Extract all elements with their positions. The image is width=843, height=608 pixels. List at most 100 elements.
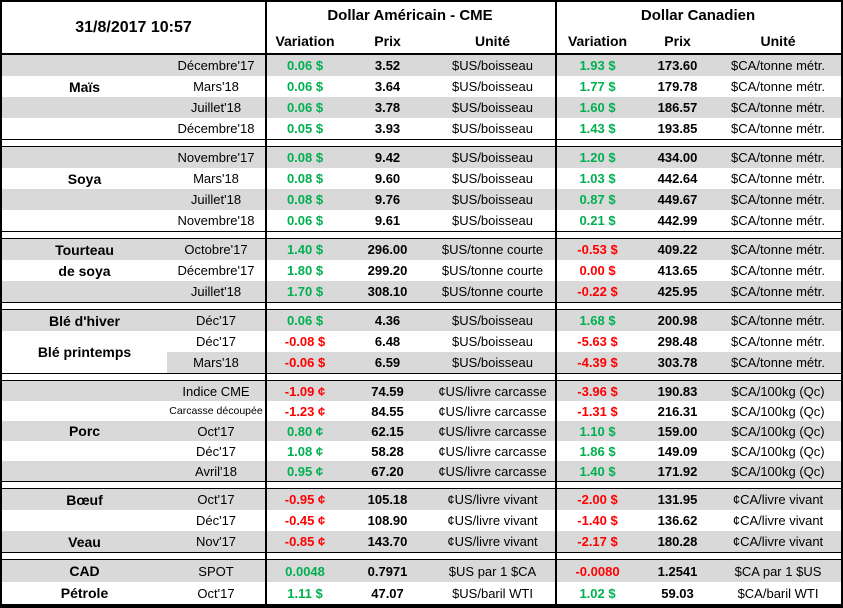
us-unit: $US/boisseau — [452, 79, 533, 94]
contract-month: Carcasse découpée — [169, 405, 263, 417]
us-unit: $US/boisseau — [430, 97, 556, 118]
ca-price: 449.67 — [640, 189, 716, 210]
ca-variation: -2.00 $ — [555, 488, 641, 510]
table-row: Indice CME -1.09 ¢ 74.59 ¢US/livre carcasse… — [2, 380, 842, 401]
ca-variation: -0.53 $ — [555, 238, 641, 260]
ca-variation: 0.21 $ — [579, 213, 616, 228]
contract-month: Oct'17 — [167, 488, 266, 510]
commodity-label: Tourteau — [2, 238, 167, 260]
table-row: Tourteau Octobre'17 1.40 $296.00 $US/tonne … — [2, 238, 842, 260]
commodity-label — [2, 281, 167, 303]
ca-unit: $CA/tonne métr. — [731, 213, 825, 228]
table-row: Déc'17 -0.45 ¢ 108.90 ¢US/livre vivant -1.40… — [2, 510, 841, 531]
table-row: Bœuf Oct'17 -0.95 ¢ 105.18 ¢US/livre vivant -… — [2, 488, 842, 510]
ca-unit: $CA/tonne métr. — [731, 79, 825, 94]
ca-price: 186.57 — [640, 97, 716, 118]
ca-variation: -1.40 $ — [577, 513, 618, 528]
group-divider-us — [265, 2, 267, 604]
ca-price: 442.64 — [657, 171, 698, 186]
ca-unit: ¢CA/livre vivant — [715, 531, 842, 553]
table-row: Juillet'18 0.08 $9.76 $US/boisseau 0.87 $44… — [2, 189, 842, 210]
us-variation: 0.06 $ — [265, 97, 346, 118]
ca-unit: $CA/100kg (Qc) — [715, 461, 842, 482]
us-price: 84.55 — [371, 403, 404, 419]
us-variation: -1.23 ¢ — [284, 403, 326, 419]
ca-variation: 1.02 $ — [579, 585, 616, 601]
table-header: 31/8/2017 10:57 Dollar Américain - CME D… — [2, 2, 842, 55]
contract-month: Déc'17 — [167, 309, 266, 331]
ca-variation: 1.40 $ — [555, 461, 641, 482]
table-row: Avril'18 0.95 ¢ 67.20 ¢US/livre carcasse 1.4… — [2, 461, 842, 482]
ca-unit: $CA/tonne métr. — [715, 352, 842, 374]
us-variation: 0.05 $ — [286, 121, 324, 136]
commodity-label — [2, 189, 167, 210]
us-variation: -1.09 ¢ — [265, 380, 346, 401]
section-gap-cell — [2, 481, 842, 489]
ca-unit: $CA/tonne métr. — [715, 238, 842, 260]
us-price: 108.90 — [367, 513, 408, 528]
us-variation: 0.06 $ — [286, 213, 324, 228]
commodity-label — [2, 97, 167, 118]
section-gap — [2, 139, 842, 147]
us-unit: $US/tonne courte — [430, 281, 556, 303]
us-unit: ¢US/livre carcasse — [438, 443, 547, 459]
ca-variation: 1.93 $ — [555, 54, 641, 76]
commodity-label: CAD — [2, 559, 167, 582]
us-variation: 0.80 ¢ — [265, 421, 346, 441]
contract-month: Juillet'18 — [167, 97, 266, 118]
ca-price: 442.99 — [657, 213, 698, 228]
table-row: Novembre'17 0.08 $9.42 $US/boisseau 1.20 $4… — [2, 146, 842, 168]
table-row: Juillet'18 0.06 $3.78 $US/boisseau 1.60 $18… — [2, 97, 842, 118]
us-price: 47.07 — [371, 585, 404, 601]
us-variation: 0.08 $ — [265, 146, 346, 168]
contract-month: Oct'17 — [167, 421, 266, 441]
us-price: 299.20 — [367, 263, 408, 278]
ca-variation: 1.43 $ — [579, 121, 616, 136]
us-price: 62.15 — [345, 421, 431, 441]
table-row: CAD SPOT 0.0048 0.7971 $US par 1 $CA -0.0080 1… — [2, 559, 842, 582]
ca-unit: $CA/tonne métr. — [715, 146, 842, 168]
datetime-label: 31/8/2017 10:57 — [2, 2, 266, 55]
ca-variation: -4.39 $ — [555, 352, 641, 374]
commodity-label — [2, 210, 167, 232]
us-price: 143.70 — [345, 531, 431, 553]
commodity-label: Veau — [2, 531, 167, 553]
group-title-us-dollar: Dollar Américain - CME — [327, 7, 493, 24]
us-unit: ¢US/livre vivant — [430, 488, 556, 510]
ca-variation: -3.96 $ — [555, 380, 641, 401]
contract-month: Octobre'17 — [167, 238, 266, 260]
ca-variation: -0.22 $ — [555, 281, 641, 303]
commodity-label — [2, 441, 167, 461]
ca-price: 190.83 — [640, 380, 716, 401]
table-row: Novembre'18 0.06 $ 9.61 $US/boisseau 0.21 $ 4… — [2, 210, 841, 232]
us-unit: ¢US/livre vivant — [430, 531, 556, 553]
us-variation: 0.08 $ — [286, 171, 324, 186]
ca-price: 136.62 — [657, 513, 698, 528]
us-price: 308.10 — [345, 281, 431, 303]
us-unit: $US/boisseau — [430, 189, 556, 210]
us-variation: 1.11 $ — [287, 585, 323, 601]
section-gap-cell — [2, 373, 842, 381]
ca-unit: $CA/tonne métr. — [715, 309, 842, 331]
column-header-row: Variation Prix Unité Variation Prix Unit… — [2, 29, 842, 55]
ca-variation: -0.0080 — [555, 559, 641, 582]
ca-unit: $CA/tonne métr. — [731, 121, 825, 136]
ca-price: 303.78 — [640, 352, 716, 374]
contract-month: Indice CME — [167, 380, 266, 401]
group-divider-ca — [555, 2, 557, 604]
section-gap-cell — [2, 139, 842, 147]
us-variation: 1.70 $ — [265, 281, 346, 303]
us-price: 296.00 — [345, 238, 431, 260]
us-price: 3.64 — [374, 79, 401, 94]
section-gap — [2, 302, 842, 310]
ca-unit: $CA/tonne métr. — [715, 97, 842, 118]
commodity-label — [2, 401, 167, 421]
us-price: 4.36 — [345, 309, 431, 331]
contract-month: Juillet'18 — [167, 281, 266, 303]
us-variation: 1.08 ¢ — [286, 443, 324, 459]
ca-variation: 1.03 $ — [579, 171, 616, 186]
commodity-label: Soya — [67, 170, 102, 187]
ca-variation: 1.86 $ — [579, 443, 616, 459]
ca-unit: $CA/tonne métr. — [715, 189, 842, 210]
